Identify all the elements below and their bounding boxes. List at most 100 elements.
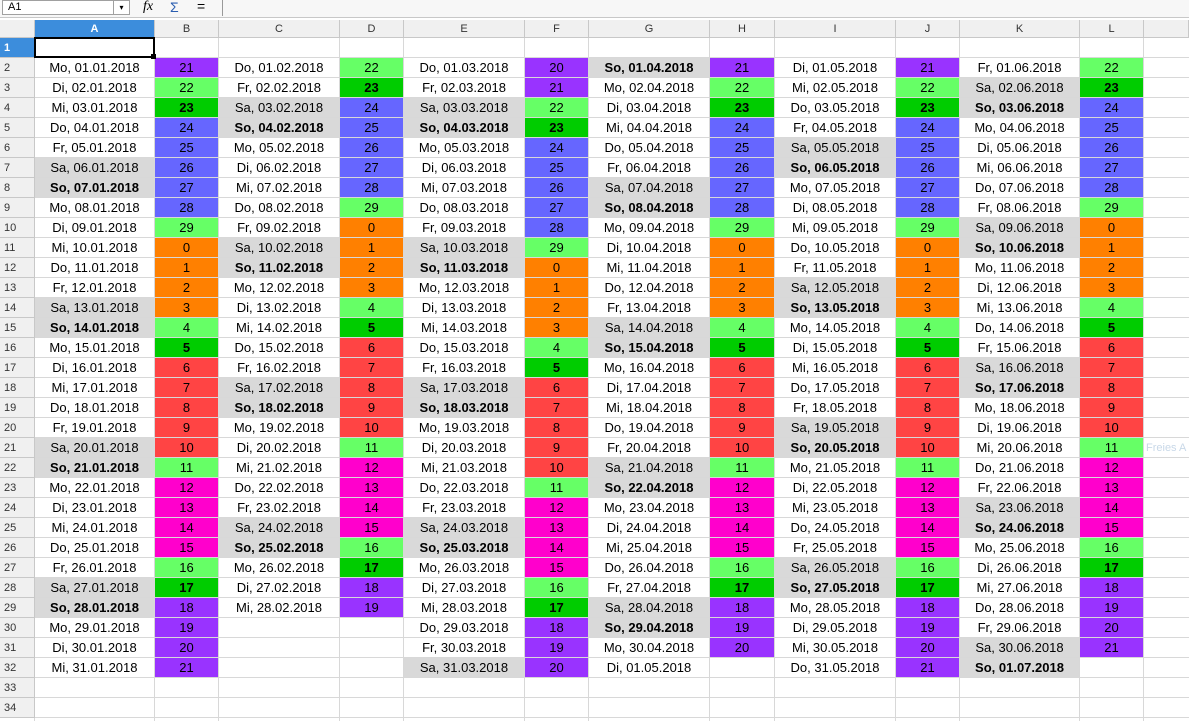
- date-cell: So, 01.07.2018: [960, 658, 1079, 677]
- formula-button[interactable]: =: [197, 0, 206, 14]
- date-cell: Sa, 10.03.2018: [404, 238, 524, 257]
- number-cell: 15: [1080, 518, 1143, 537]
- number-cell: 26: [710, 158, 774, 177]
- number-cell: 13: [710, 498, 774, 517]
- date-cell: Do, 17.05.2018: [790, 380, 880, 395]
- grid-line: [35, 237, 1189, 238]
- name-box[interactable]: A1: [2, 0, 130, 15]
- number-cell: 26: [155, 158, 218, 177]
- number-cell: 24: [896, 118, 959, 137]
- input-line-start: [222, 0, 223, 16]
- row-header: 17: [0, 358, 35, 378]
- grid-line: [35, 437, 1189, 438]
- date-cell: Di, 16.01.2018: [52, 360, 137, 375]
- number-cell: 28: [525, 218, 588, 237]
- row-header: 8: [0, 178, 35, 198]
- row-header: 27: [0, 558, 35, 578]
- number-cell: 14: [1080, 498, 1143, 517]
- name-box-dropdown[interactable]: ▾: [113, 1, 129, 14]
- date-cell: Mo, 22.01.2018: [49, 480, 140, 495]
- number-cell: 5: [896, 338, 959, 357]
- date-cell: Do, 01.03.2018: [419, 60, 509, 75]
- number-cell: 26: [525, 178, 588, 197]
- number-cell: 20: [710, 638, 774, 657]
- date-cell: Di, 19.06.2018: [977, 420, 1062, 435]
- number-cell: 21: [155, 58, 218, 77]
- number-cell: 11: [896, 458, 959, 477]
- function-wizard[interactable]: fx: [143, 0, 154, 14]
- date-cell: Di, 12.06.2018: [977, 280, 1062, 295]
- number-cell: 26: [340, 138, 403, 157]
- number-cell: 16: [710, 558, 774, 577]
- date-cell: Di, 29.05.2018: [792, 620, 878, 635]
- date-cell: Fr, 26.01.2018: [52, 560, 137, 575]
- date-cell: Mi, 18.04.2018: [605, 400, 692, 415]
- number-cell: 22: [340, 58, 403, 77]
- sum-button[interactable]: Σ: [170, 0, 179, 15]
- number-cell: 17: [710, 578, 774, 597]
- number-cell: 28: [896, 198, 959, 217]
- number-cell: 25: [155, 138, 218, 157]
- number-cell: 0: [1080, 218, 1143, 237]
- number-cell: 1: [1080, 238, 1143, 257]
- date-cell: Sa, 23.06.2018: [960, 498, 1079, 517]
- number-cell: 15: [710, 538, 774, 557]
- grid-line: [35, 377, 1189, 378]
- number-cell: 4: [1080, 298, 1143, 317]
- date-cell: Di, 23.01.2018: [52, 500, 137, 515]
- number-cell: 12: [525, 498, 588, 517]
- date-cell: Mi, 21.03.2018: [420, 460, 507, 475]
- number-cell: 6: [1080, 338, 1143, 357]
- date-cell: Sa, 21.04.2018: [589, 458, 709, 477]
- number-cell: 20: [525, 58, 588, 77]
- date-cell: Sa, 03.03.2018: [404, 98, 524, 117]
- date-cell: So, 28.01.2018: [35, 598, 154, 617]
- number-cell: 16: [340, 538, 403, 557]
- column-header: [1144, 20, 1189, 38]
- date-cell: Di, 13.02.2018: [236, 300, 322, 315]
- column-header: C: [219, 20, 340, 38]
- row-header: 6: [0, 138, 35, 158]
- date-cell: So, 24.06.2018: [960, 518, 1079, 537]
- row-header: 7: [0, 158, 35, 178]
- row-header: 30: [0, 618, 35, 638]
- date-cell: Do, 08.03.2018: [419, 200, 509, 215]
- date-cell: Do, 10.05.2018: [790, 240, 880, 255]
- number-cell: 15: [896, 538, 959, 557]
- date-cell: Fr, 16.02.2018: [237, 360, 321, 375]
- number-cell: 17: [155, 578, 218, 597]
- date-cell: Di, 01.05.2018: [606, 660, 692, 675]
- row-header: 29: [0, 598, 35, 618]
- date-cell: So, 10.06.2018: [960, 238, 1079, 257]
- date-cell: Mo, 25.06.2018: [974, 540, 1065, 555]
- date-cell: Do, 01.02.2018: [234, 60, 324, 75]
- date-cell: Do, 25.01.2018: [50, 540, 139, 555]
- date-cell: Do, 15.02.2018: [234, 340, 324, 355]
- date-cell: Do, 21.06.2018: [975, 460, 1064, 475]
- grid-line: [35, 697, 1189, 698]
- number-cell: 10: [896, 438, 959, 457]
- row-header: 25: [0, 518, 35, 538]
- date-cell: Sa, 16.06.2018: [960, 358, 1079, 377]
- number-cell: 5: [155, 338, 218, 357]
- date-cell: Mo, 19.02.2018: [233, 420, 325, 435]
- date-cell: Mo, 07.05.2018: [789, 180, 881, 195]
- fill-handle: [151, 54, 156, 59]
- date-cell: Sa, 10.02.2018: [219, 238, 339, 257]
- number-cell: 0: [896, 238, 959, 257]
- date-cell: Mo, 12.03.2018: [418, 280, 510, 295]
- number-cell: 29: [525, 238, 588, 257]
- number-cell: 13: [896, 498, 959, 517]
- number-cell: 22: [525, 98, 588, 117]
- date-cell: Do, 11.01.2018: [50, 260, 139, 275]
- number-cell: 3: [896, 298, 959, 317]
- grid-line: [1143, 38, 1144, 721]
- row-header: 21: [0, 438, 35, 458]
- grid-line: [35, 417, 1189, 418]
- date-cell: Di, 20.03.2018: [421, 440, 507, 455]
- number-cell: 29: [340, 198, 403, 217]
- number-cell: 2: [340, 258, 403, 277]
- number-cell: 2: [525, 298, 588, 317]
- number-cell: 21: [155, 658, 218, 677]
- number-cell: 5: [1080, 318, 1143, 337]
